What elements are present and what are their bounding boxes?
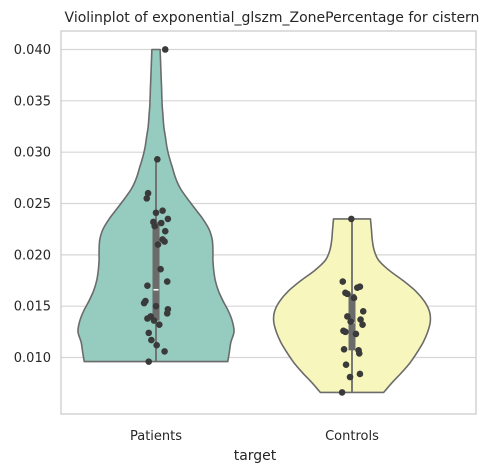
data-point: [144, 189, 152, 197]
y-tick-label: 0.015: [14, 300, 51, 315]
data-point: [144, 282, 151, 289]
data-point: [164, 215, 172, 223]
data-point: [350, 294, 358, 302]
data-point: [346, 373, 354, 381]
data-point: [145, 358, 153, 365]
data-point: [359, 321, 366, 328]
iqr-box: [152, 221, 160, 321]
y-tick-label: 0.025: [14, 197, 51, 212]
x-axis-label: target: [234, 448, 277, 464]
data-point: [157, 219, 165, 227]
data-point: [161, 227, 169, 235]
y-tick-label: 0.030: [14, 146, 51, 161]
data-point: [159, 207, 166, 214]
data-point: [352, 330, 360, 338]
data-point: [357, 316, 364, 323]
data-point: [347, 318, 354, 325]
y-tick-label: 0.020: [14, 248, 51, 263]
data-point: [342, 361, 350, 369]
data-point: [153, 341, 160, 349]
x-axis-ticks: Patients Controls: [130, 429, 379, 444]
data-point: [161, 46, 169, 53]
y-axis-ticks: 0.010 0.015 0.020 0.025 0.030 0.035 0.040: [14, 43, 51, 366]
data-point: [140, 299, 148, 307]
axes-frame: [60, 30, 477, 415]
data-point: [359, 308, 367, 315]
data-point: [163, 310, 171, 317]
data-point: [348, 215, 355, 223]
data-point: [355, 350, 363, 357]
data-point: [145, 329, 153, 337]
y-tick-label: 0.040: [14, 43, 51, 58]
data-point: [157, 265, 164, 273]
data-point: [356, 370, 364, 378]
data-point: [338, 389, 346, 396]
data-point: [154, 156, 161, 163]
data-point: [339, 278, 347, 285]
data-point: [152, 209, 160, 217]
y-tick-label: 0.010: [14, 351, 51, 366]
data-point: [163, 278, 171, 285]
data-point: [143, 195, 151, 202]
strip-points: [140, 46, 367, 396]
data-point: [154, 241, 162, 248]
data-point: [148, 336, 155, 344]
data-point: [152, 302, 160, 310]
data-point: [344, 313, 351, 320]
data-point: [151, 222, 158, 230]
data-point: [150, 317, 158, 324]
data-point: [344, 290, 351, 298]
data-point: [342, 328, 349, 336]
data-point: [340, 346, 348, 353]
x-tick-label: Controls: [325, 429, 379, 444]
data-point: [353, 284, 361, 292]
data-point: [156, 321, 163, 328]
data-point: [144, 315, 151, 322]
chart-title: Violinplot of exponential_glszm_ZonePerc…: [65, 10, 480, 26]
data-point: [161, 348, 168, 355]
y-tick-label: 0.035: [14, 94, 51, 109]
x-tick-label: Patients: [130, 429, 182, 444]
data-point: [161, 238, 168, 245]
